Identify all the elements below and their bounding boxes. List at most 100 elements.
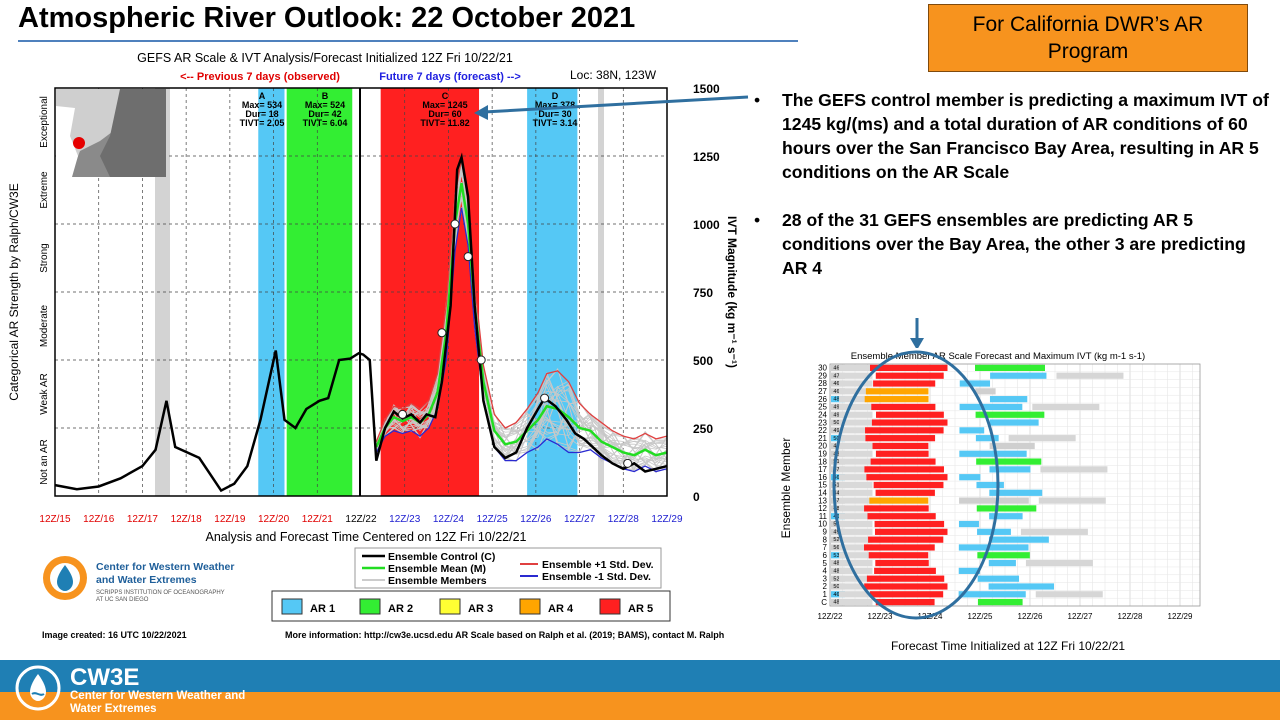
logo-line3: SCRIPPS INSTITUTION OF OCEANOGRAPHY [96,590,225,596]
member-leadin-cell [839,450,873,457]
legend-control: Ensemble Control (C) [388,551,495,563]
event-text: Dur= 60 [428,109,461,119]
member-initial-cell [831,513,845,520]
member-label: 17 [818,465,827,474]
member-initial-value: 462 [833,514,842,520]
member-secondary-block [959,497,1029,504]
ar-category-label: Weak AR [39,373,50,415]
ensemble-member-line [375,187,668,462]
member-initial-cell [831,505,845,512]
member-x-tick: 12Z/27 [1068,612,1093,621]
member-row-16: 465 [831,474,981,481]
ar-legend-2: AR 2 [388,603,413,615]
member-x-tick: 12Z/22 [818,612,843,621]
member-secondary-block [975,435,999,442]
member-initial-value: 504 [833,584,842,590]
member-leadin-cell [839,567,873,574]
member-leadin-cell [839,372,873,379]
ar-legend-4: AR 4 [548,603,574,615]
member-label: 10 [818,520,827,529]
member-initial-cell [831,536,845,543]
member-secondary-block [959,450,1027,457]
series-marker [463,252,473,262]
member-initial-value: 463 [833,592,842,598]
member-initial-cell [831,396,845,403]
member-secondary-block [989,489,1043,496]
member-ar-block [864,396,929,403]
figure-header: GEFS AR Scale & IVT Analysis/Forecast In… [137,51,513,65]
member-leadin-cell [839,489,873,496]
x-tick-label: 12Z/19 [214,514,246,525]
member-ar-block [864,544,935,551]
member-label: 30 [818,364,827,373]
member-initial-cell [831,364,845,372]
member-leadin-cell [839,474,873,481]
event-text: TIVT= 3.14 [533,118,578,128]
member-label: 7 [823,543,828,552]
member-initial-cell [831,427,845,434]
member-ar-block [865,427,944,434]
member-leadin-cell [839,380,873,387]
member-ar-block [874,520,945,528]
event-text: B [322,91,329,101]
series-legend: Ensemble Control (C) Ensemble Mean (M) E… [354,547,662,589]
member-label: 13 [818,496,827,505]
member-leadin-cell [839,442,873,450]
logo-line1: Center for Western Weather [96,561,234,573]
member-y-axis-label: Ensemble Member [779,438,793,539]
member-initial-value: 535 [833,553,842,559]
member-initial-value: 498 [833,405,842,411]
member-label: 8 [823,535,828,544]
member-leadin-cell [839,403,873,411]
ar-legend-3: AR 3 [468,603,493,615]
member-label: 19 [818,449,827,458]
ar-category-label: Not an AR [39,439,50,485]
member-leadin-cell [839,419,873,426]
member-ar-block [869,497,929,504]
member-initial-value: 500 [833,420,842,426]
legend-minus-std: Ensemble -1 Std. Dev. [542,571,651,583]
member-row-2: 504 [831,583,1055,590]
member-secondary-block [988,583,1055,590]
member-leadin-cell [839,528,873,535]
member-row-8: 522 [831,536,1049,543]
member-row-17: 471 [831,466,1108,473]
member-initial-value: 471 [833,498,842,504]
member-ar-block [864,505,929,512]
member-secondary-block [975,411,1045,418]
member-label: 21 [818,434,827,443]
title-underline [18,40,798,42]
member-late-cell [1035,591,1103,598]
inset-map [56,89,166,177]
cw3e-footer-icon [15,665,61,711]
ensemble-member-line [375,182,668,471]
member-label: 26 [818,395,827,404]
member-row-27: 462 [831,388,996,395]
member-initial-cell [831,497,845,504]
slide-title: Atmospheric River Outlook: 22 October 20… [18,2,636,34]
member-chart-title: Ensemble Member AR Scale Forecast and Ma… [851,351,1145,362]
member-secondary-block [989,442,1035,450]
ar-category-label: Extreme [39,171,50,209]
x-tick-label: 12Z/27 [564,514,596,525]
more-info: More information: http://cw3e.ucsd.edu A… [285,630,724,640]
location-marker [73,137,85,149]
y-tick-label: 1500 [693,82,720,96]
member-initial-value: 487 [833,600,842,606]
member-ar-block [864,583,948,590]
member-leadin-cell [839,497,873,504]
member-secondary-block [989,419,1039,426]
ivt-y-tick-labels: 0 250 500 750 1000 1250 1500 [693,82,720,504]
member-ar-block [870,364,948,372]
y-right-label: IVT Magnitude (kg m⁻¹ s⁻¹) [725,216,739,368]
member-row-24: 490 [831,411,1045,418]
ensemble-member-line [375,163,668,465]
member-late-cell [1040,466,1108,473]
member-ar-block [872,442,929,450]
member-secondary-block [989,396,1028,403]
ar-category-label: Exceptional [39,96,50,148]
x-tick-label: 12Z/15 [39,514,71,525]
footer-logo-subtitle: Center for Western Weather and Water Ext… [70,690,246,715]
member-initial-value: 522 [833,537,842,543]
